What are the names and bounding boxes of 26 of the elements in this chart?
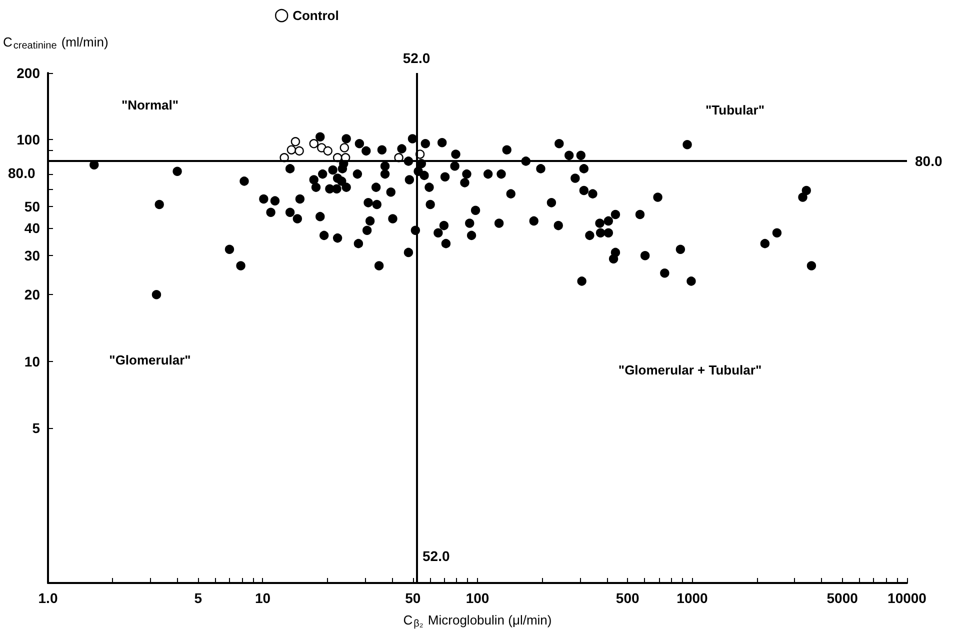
y-tick-label: 10: [24, 353, 40, 370]
x-tick-label: 5000: [826, 590, 858, 606]
y-tick-label: 200: [16, 65, 40, 81]
annotation: "Glomerular": [109, 352, 191, 368]
y-tick-label: 5: [32, 420, 40, 436]
x-tick-label: 5: [194, 590, 202, 606]
x-tick-label: 10: [254, 590, 271, 606]
y-tick-label: 30: [24, 248, 40, 264]
annotation: "Glomerular + Tubular": [618, 362, 762, 378]
ref-line-label: 80.0: [915, 153, 942, 170]
y-tick-label: 40: [24, 220, 40, 236]
x-tick-label: 50: [405, 590, 421, 606]
legend-label: Control: [292, 8, 339, 24]
text: 52.0: [402, 50, 430, 66]
x-tick-label: 1.0: [38, 590, 58, 606]
annotation: "Tubular": [705, 102, 765, 118]
text: 80.0: [8, 165, 36, 182]
x-tick-label: 100: [466, 590, 490, 606]
x-tick-label: 500: [616, 590, 640, 606]
y-tick-label: 50: [24, 198, 40, 214]
ref-line-label: 52.0: [422, 548, 450, 564]
x-tick-label: 1000: [676, 590, 708, 606]
annotation: "Normal": [121, 98, 179, 112]
y-tick-label: 20: [24, 286, 40, 303]
x-tick-label: 10000: [888, 590, 927, 606]
y-tick-label: 100: [16, 132, 40, 148]
